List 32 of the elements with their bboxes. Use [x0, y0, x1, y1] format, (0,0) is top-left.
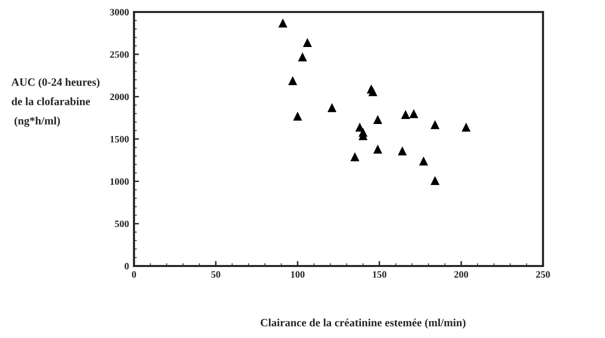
point: [398, 146, 407, 156]
x-tick-label: 50: [211, 271, 220, 278]
point: [401, 110, 410, 119]
y-tick-label: 1000: [110, 178, 129, 185]
point: [419, 156, 428, 166]
x-tick-label: 100: [291, 271, 305, 278]
x-tick-label: 200: [454, 271, 468, 278]
point: [293, 112, 302, 121]
point: [368, 87, 378, 96]
point: [462, 122, 471, 132]
x-tick-label: 250: [536, 271, 550, 278]
x-tick-label: 0: [132, 271, 136, 278]
y-tick-label: 3000: [110, 8, 129, 16]
y-tick-label: 0: [124, 262, 129, 270]
point: [373, 144, 382, 154]
point: [327, 103, 336, 112]
x-axis-title: Clairance de la créatinine estemée (ml/min): [260, 318, 466, 329]
y-tick-label: 2500: [110, 51, 129, 58]
point: [288, 76, 298, 86]
point: [350, 152, 360, 162]
point: [278, 18, 288, 28]
point: [302, 38, 312, 47]
y-axis-title: AUC (0-24 heures) de la clofarabine (ng*h/ml): [11, 78, 100, 127]
point: [373, 115, 382, 124]
y-tick-label: 2000: [110, 94, 129, 100]
point: [430, 176, 440, 185]
point: [430, 120, 440, 130]
point: [298, 52, 308, 62]
x-tick-label: 150: [372, 271, 386, 278]
y-tick-label: 1500: [110, 136, 129, 142]
y-tick-label: 500: [114, 220, 129, 228]
point: [409, 109, 418, 118]
